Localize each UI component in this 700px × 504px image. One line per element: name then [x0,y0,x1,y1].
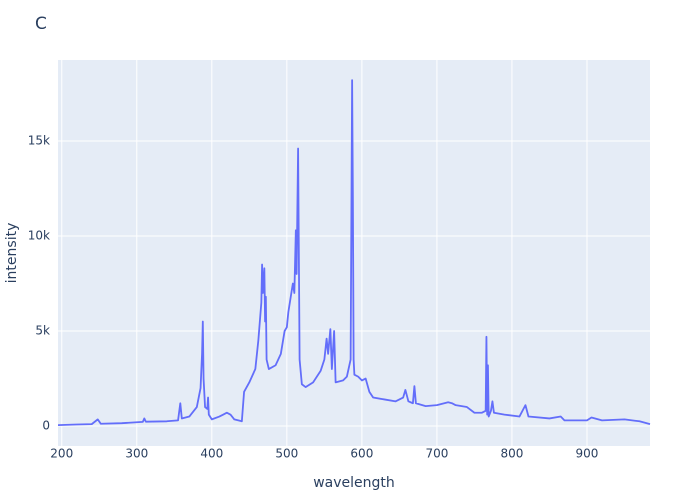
y-tick-label: 0 [42,419,50,433]
x-tick-label: 200 [50,447,73,461]
x-tick-label: 500 [275,447,298,461]
y-tick-label: 15k [28,133,50,147]
x-tick-label: 300 [125,447,148,461]
x-tick-label: 800 [500,447,523,461]
data-line [57,79,651,426]
x-tick-label: 600 [350,447,373,461]
y-tick-label: 10k [28,228,50,242]
chart-title: C [35,14,47,34]
x-tick-label: 400 [200,447,223,461]
x-axis-title: wavelength [313,475,395,491]
x-tick-label: 700 [425,447,448,461]
x-tick-label: 900 [576,447,599,461]
y-tick-label: 5k [35,324,50,338]
y-axis-title: intensity [4,223,20,284]
